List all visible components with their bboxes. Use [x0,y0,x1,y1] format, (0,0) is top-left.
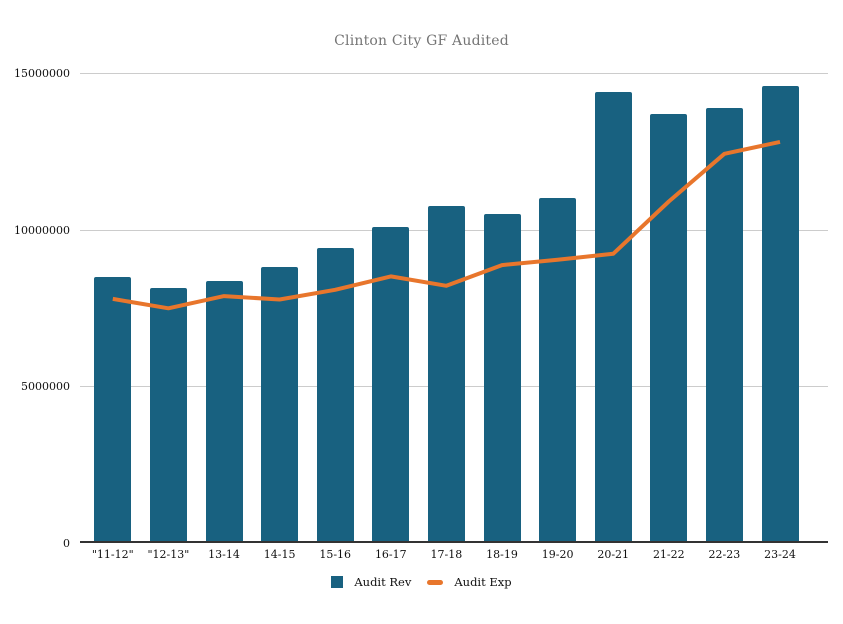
x-axis-label: 21-22 [652,548,685,561]
bar-audit-rev [316,247,354,543]
bar-audit-rev [539,198,577,543]
chart-title: Clinton City GF Audited [334,33,509,49]
x-axis-label: "11-12" [91,548,134,561]
x-axis-label: 13-14 [208,548,240,561]
y-axis-label: 10000000 [14,223,70,237]
x-axis-line [80,541,828,543]
x-axis-label: "12-13" [147,548,190,561]
x-axis-label: 16-17 [374,548,407,561]
bar-audit-rev [427,205,465,543]
bar-audit-rev [149,287,187,543]
x-axis-label: 19-20 [541,548,574,561]
legend-item-audit-exp: Audit Exp [427,575,512,589]
bar-audit-rev [761,85,799,543]
line-series-audit-exp [112,139,781,311]
x-axis-label: 20-21 [597,548,630,561]
gridline [80,73,828,74]
bar-audit-rev [94,276,132,543]
y-axis-label: 5000000 [21,380,70,394]
legend-item-audit-rev: Audit Rev [331,575,411,589]
x-axis-label: 18-19 [486,548,518,561]
audit-rev-swatch-icon [331,576,344,588]
chart-legend: Audit Rev Audit Exp [0,575,843,589]
x-axis-label: 15-16 [319,548,352,561]
legend-label-audit-exp: Audit Exp [454,575,512,589]
bar-audit-rev [594,92,632,543]
bar-audit-rev [205,281,243,543]
y-axis-label: 15000000 [14,67,70,80]
x-axis-label: 23-24 [764,548,796,561]
y-axis-label: 0 [63,537,70,550]
audit-exp-line [112,139,781,311]
x-axis-label: 17-18 [430,548,463,561]
bar-audit-rev [705,108,743,543]
bar-audit-rev [261,267,299,543]
bar-audit-rev [650,114,688,543]
x-axis-label: 14-15 [263,548,296,561]
plot-area: 0 5000000 10000000 15000000 [14,68,828,549]
x-axis-label: 22-23 [708,548,741,561]
legend-label-audit-rev: Audit Rev [354,575,412,589]
audit-exp-swatch-icon [427,579,444,585]
